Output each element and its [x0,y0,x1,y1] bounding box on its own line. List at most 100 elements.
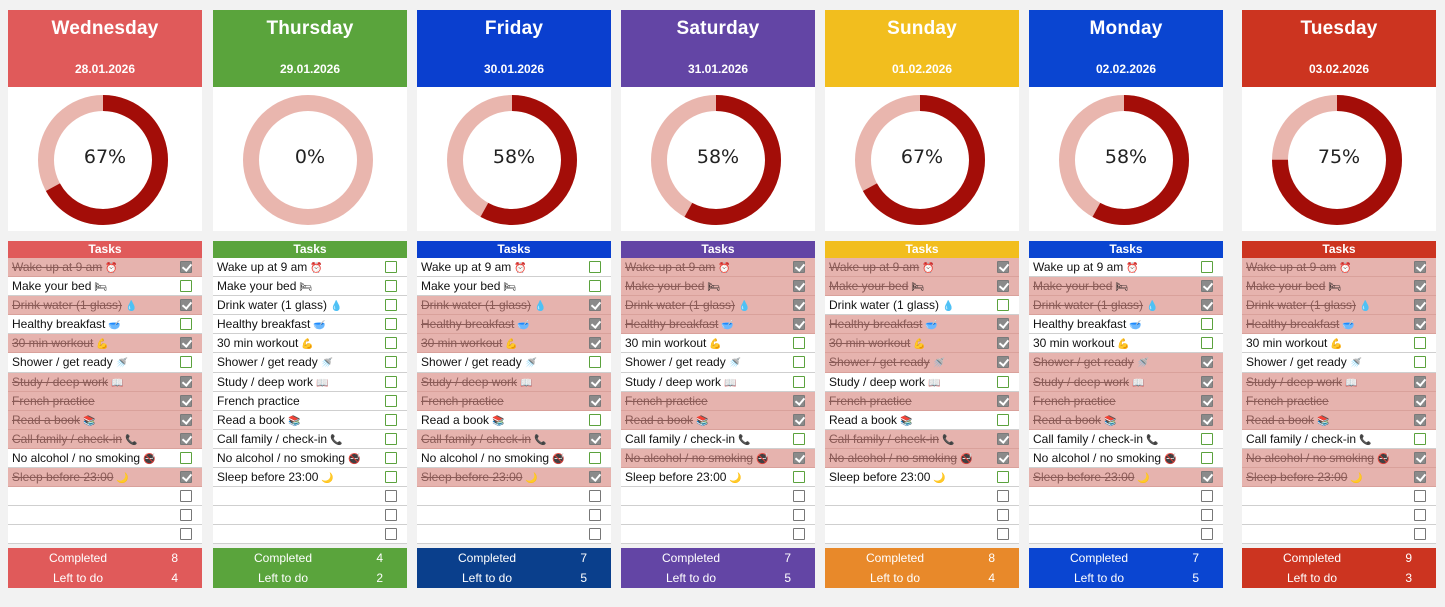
task-row[interactable]: French practice [825,391,1019,411]
task-checkbox[interactable] [1201,490,1213,503]
task-checkbox[interactable] [1414,471,1426,484]
task-checkbox[interactable] [997,375,1009,388]
task-row[interactable]: Drink water (1 glass) 💧 [621,296,815,316]
task-row[interactable]: Wake up at 9 am ⏰ [417,258,611,278]
task-checkbox[interactable] [793,490,805,503]
task-checkbox[interactable] [180,528,192,541]
task-checkbox[interactable] [997,413,1009,426]
task-row[interactable]: Make your bed 🛏 [1242,277,1436,297]
task-checkbox[interactable] [793,375,805,388]
task-checkbox[interactable] [1201,375,1213,388]
task-row[interactable]: Shower / get ready 🚿 [825,353,1019,373]
task-checkbox[interactable] [385,394,397,407]
task-checkbox[interactable] [997,509,1009,522]
task-checkbox[interactable] [385,509,397,522]
task-row[interactable]: French practice [621,391,815,411]
task-checkbox[interactable] [1414,280,1426,293]
empty-task-row[interactable] [1242,487,1436,507]
empty-task-row[interactable] [213,506,407,526]
task-row[interactable]: French practice [1242,391,1436,411]
empty-task-row[interactable] [213,487,407,507]
task-row[interactable]: Study / deep work 📖 [621,372,815,392]
task-checkbox[interactable] [793,280,805,293]
task-checkbox[interactable] [997,280,1009,293]
task-row[interactable]: 30 min workout 💪 [1242,334,1436,354]
task-checkbox[interactable] [385,261,397,273]
task-row[interactable]: Study / deep work 📖 [1029,372,1223,392]
empty-task-row[interactable] [825,487,1019,507]
task-checkbox[interactable] [180,451,192,464]
task-row[interactable]: Healthy breakfast 🥣 [213,315,407,335]
task-checkbox[interactable] [589,490,601,503]
task-row[interactable]: No alcohol / no smoking 🚭 [621,448,815,469]
task-checkbox[interactable] [997,490,1009,503]
task-row[interactable]: 30 min workout 💪 [8,334,202,354]
task-row[interactable]: French practice [213,391,407,411]
task-checkbox[interactable] [180,261,192,273]
task-checkbox[interactable] [1414,451,1426,464]
task-row[interactable]: Sleep before 23:00 🌙 [1242,468,1436,488]
task-checkbox[interactable] [589,413,601,426]
task-row[interactable]: Sleep before 23:00 🌙 [417,468,611,488]
empty-task-row[interactable] [825,525,1019,545]
task-checkbox[interactable] [1201,471,1213,484]
empty-task-row[interactable] [621,506,815,526]
task-checkbox[interactable] [1414,299,1426,312]
task-checkbox[interactable] [793,356,805,369]
task-row[interactable]: No alcohol / no smoking 🚭 [8,448,202,469]
task-checkbox[interactable] [1414,261,1426,273]
task-row[interactable]: Read a book 📚 [621,410,815,430]
task-checkbox[interactable] [1414,394,1426,407]
task-checkbox[interactable] [589,318,601,331]
task-row[interactable]: Study / deep work 📖 [825,372,1019,392]
task-checkbox[interactable] [1201,451,1213,464]
task-checkbox[interactable] [1414,318,1426,331]
task-checkbox[interactable] [1201,413,1213,426]
task-row[interactable]: Healthy breakfast 🥣 [1242,315,1436,335]
task-checkbox[interactable] [1201,318,1213,331]
task-checkbox[interactable] [1414,490,1426,503]
empty-task-row[interactable] [417,506,611,526]
task-row[interactable]: Read a book 📚 [213,410,407,430]
task-checkbox[interactable] [793,413,805,426]
empty-task-row[interactable] [8,506,202,526]
task-checkbox[interactable] [793,432,805,445]
task-row[interactable]: Shower / get ready 🚿 [8,353,202,373]
empty-task-row[interactable] [417,487,611,507]
task-row[interactable]: Call family / check-in 📞 [8,429,202,449]
empty-task-row[interactable] [417,525,611,545]
task-checkbox[interactable] [589,261,601,273]
task-row[interactable]: No alcohol / no smoking 🚭 [825,448,1019,469]
empty-task-row[interactable] [213,525,407,545]
task-checkbox[interactable] [385,299,397,312]
task-row[interactable]: Sleep before 23:00 🌙 [213,468,407,488]
task-row[interactable]: Wake up at 9 am ⏰ [8,258,202,278]
task-row[interactable]: Call family / check-in 📞 [417,429,611,449]
task-checkbox[interactable] [1414,432,1426,445]
task-checkbox[interactable] [1201,528,1213,541]
task-checkbox[interactable] [180,356,192,369]
task-checkbox[interactable] [180,375,192,388]
task-row[interactable]: Wake up at 9 am ⏰ [825,258,1019,278]
task-checkbox[interactable] [997,318,1009,331]
task-checkbox[interactable] [385,471,397,484]
task-checkbox[interactable] [793,318,805,331]
task-row[interactable]: Shower / get ready 🚿 [213,353,407,373]
task-checkbox[interactable] [997,451,1009,464]
task-checkbox[interactable] [1201,299,1213,312]
task-checkbox[interactable] [180,280,192,293]
task-row[interactable]: 30 min workout 💪 [417,334,611,354]
task-checkbox[interactable] [589,356,601,369]
task-row[interactable]: Make your bed 🛏 [621,277,815,297]
task-row[interactable]: Study / deep work 📖 [8,372,202,392]
task-checkbox[interactable] [1414,337,1426,350]
task-checkbox[interactable] [385,432,397,445]
task-checkbox[interactable] [589,432,601,445]
task-checkbox[interactable] [385,375,397,388]
task-checkbox[interactable] [997,299,1009,312]
task-checkbox[interactable] [1414,528,1426,541]
empty-task-row[interactable] [1242,525,1436,545]
task-row[interactable]: Make your bed 🛏 [417,277,611,297]
task-row[interactable]: Drink water (1 glass) 💧 [1029,296,1223,316]
task-checkbox[interactable] [589,509,601,522]
